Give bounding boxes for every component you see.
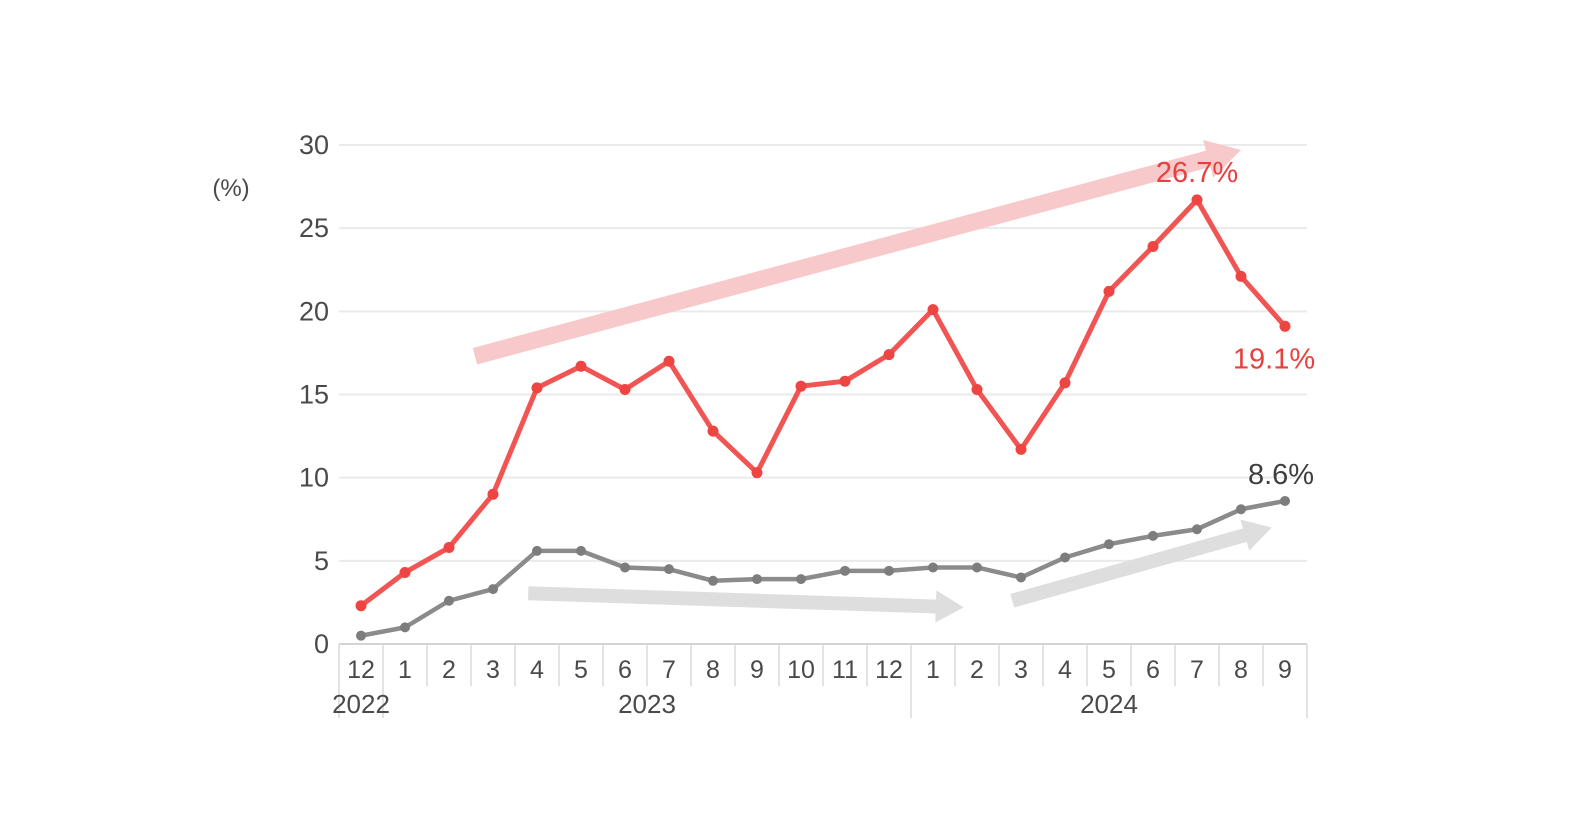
x-tick-label: 1	[398, 656, 412, 684]
red-series-point	[1235, 270, 1247, 282]
x-tick-label: 9	[1278, 656, 1292, 684]
gray-series-point	[796, 574, 806, 585]
red-series-point	[443, 542, 455, 554]
x-tick-label: 7	[1190, 656, 1204, 684]
gray-series-point	[752, 574, 762, 585]
gray-series-point	[400, 622, 410, 633]
x-tick-label: 12	[875, 656, 903, 684]
red-series-point	[883, 349, 895, 361]
y-tick-label: 25	[299, 213, 329, 243]
red-series-point	[399, 566, 411, 578]
gray-series-point	[1280, 495, 1290, 506]
gray-series-line	[358, 498, 1288, 638]
gray-series-point	[840, 565, 850, 576]
red-series-point	[1147, 240, 1159, 252]
y-tick-label: 0	[314, 629, 329, 659]
gray-series-point	[1236, 504, 1246, 515]
x-tick-label: 8	[1234, 656, 1248, 684]
x-tick-label: 4	[1058, 656, 1072, 684]
x-tick-label: 12	[347, 656, 375, 684]
x-tick-label: 10	[787, 656, 815, 684]
x-tick-label: 9	[750, 656, 764, 684]
gray-series-point	[576, 545, 586, 556]
red-series-point	[575, 360, 587, 372]
red-series-point	[927, 304, 939, 316]
x-tick-label: 1	[926, 656, 940, 684]
y-tick-label: 20	[299, 296, 329, 326]
x-tick-label: 6	[618, 656, 632, 684]
red-series-point	[1279, 320, 1291, 332]
gray-series-point	[620, 562, 630, 573]
gray-up-trend-arrow-shaft	[1010, 527, 1249, 608]
data-labels: 26.7% 19.1% 8.6%	[1156, 157, 1315, 491]
y-tick-label: 15	[299, 380, 329, 410]
gray-flat-trend-arrow-shaft	[527, 586, 939, 614]
red-series-point	[619, 384, 631, 396]
gray-series-point	[1192, 524, 1202, 535]
x-tick-label: 4	[530, 656, 544, 684]
red-series-point	[1191, 194, 1203, 206]
point-value-label: 26.7%	[1156, 157, 1238, 189]
red-series-point	[839, 375, 851, 387]
point-value-label: 19.1%	[1233, 343, 1315, 375]
red-series-point	[531, 382, 543, 394]
x-tick-label: 3	[486, 656, 500, 684]
gray-series-point	[488, 584, 498, 595]
red-series-point	[663, 355, 675, 367]
gridlines: 0 5 10 15 20 25 30	[299, 130, 1307, 659]
pink-up-trend-arrow-shaft	[472, 150, 1213, 365]
y-tick-label: 5	[314, 546, 329, 576]
pink-up-trend-arrow-head	[1203, 139, 1241, 178]
x-tick-label: 3	[1014, 656, 1028, 684]
red-series-point	[1015, 443, 1027, 455]
x-tick-label: 7	[662, 656, 676, 684]
gray-series-point	[1016, 572, 1026, 583]
gray-series-point	[444, 595, 454, 606]
gray-series-point	[1104, 539, 1114, 550]
x-tick-label: 5	[1102, 656, 1116, 684]
gray-series-point	[928, 562, 938, 573]
trend-arrows	[472, 139, 1272, 623]
red-series-point	[707, 425, 719, 437]
gray-series-point	[532, 545, 542, 556]
gray-series-point	[1060, 552, 1070, 563]
gray-series-point	[1148, 530, 1158, 541]
red-series-point	[487, 488, 499, 500]
x-tick-label: 5	[574, 656, 588, 684]
red-series-point	[1059, 377, 1071, 389]
gray-series-point	[356, 630, 366, 641]
gray-series-point	[708, 575, 718, 586]
x-tick-label: 2	[442, 656, 456, 684]
year-label: 2024	[1080, 689, 1138, 719]
series-lines	[355, 194, 1291, 641]
y-tick-label: 10	[299, 463, 329, 493]
x-tick-label: 6	[1146, 656, 1160, 684]
gray-flat-trend-arrow-head	[935, 590, 964, 623]
red-series-point	[795, 380, 807, 392]
gray-series-point	[972, 562, 982, 573]
gray-series-point	[664, 564, 674, 575]
red-series-point	[1103, 285, 1115, 297]
year-label: 2022	[332, 689, 390, 719]
y-axis-unit-label: (%)	[212, 175, 249, 202]
x-tick-label: 11	[832, 656, 858, 684]
red-series-point	[971, 384, 983, 396]
x-tick-label: 8	[706, 656, 720, 684]
y-tick-label: 30	[299, 130, 329, 160]
red-series-point	[355, 600, 367, 612]
year-label: 2023	[618, 689, 676, 719]
gray-up-trend-arrow-head	[1240, 519, 1272, 551]
x-tick-label: 2	[970, 656, 984, 684]
gray-series-point	[884, 565, 894, 576]
red-series-line	[358, 197, 1288, 609]
point-value-label: 8.6%	[1248, 459, 1314, 491]
red-series-point	[751, 467, 763, 479]
